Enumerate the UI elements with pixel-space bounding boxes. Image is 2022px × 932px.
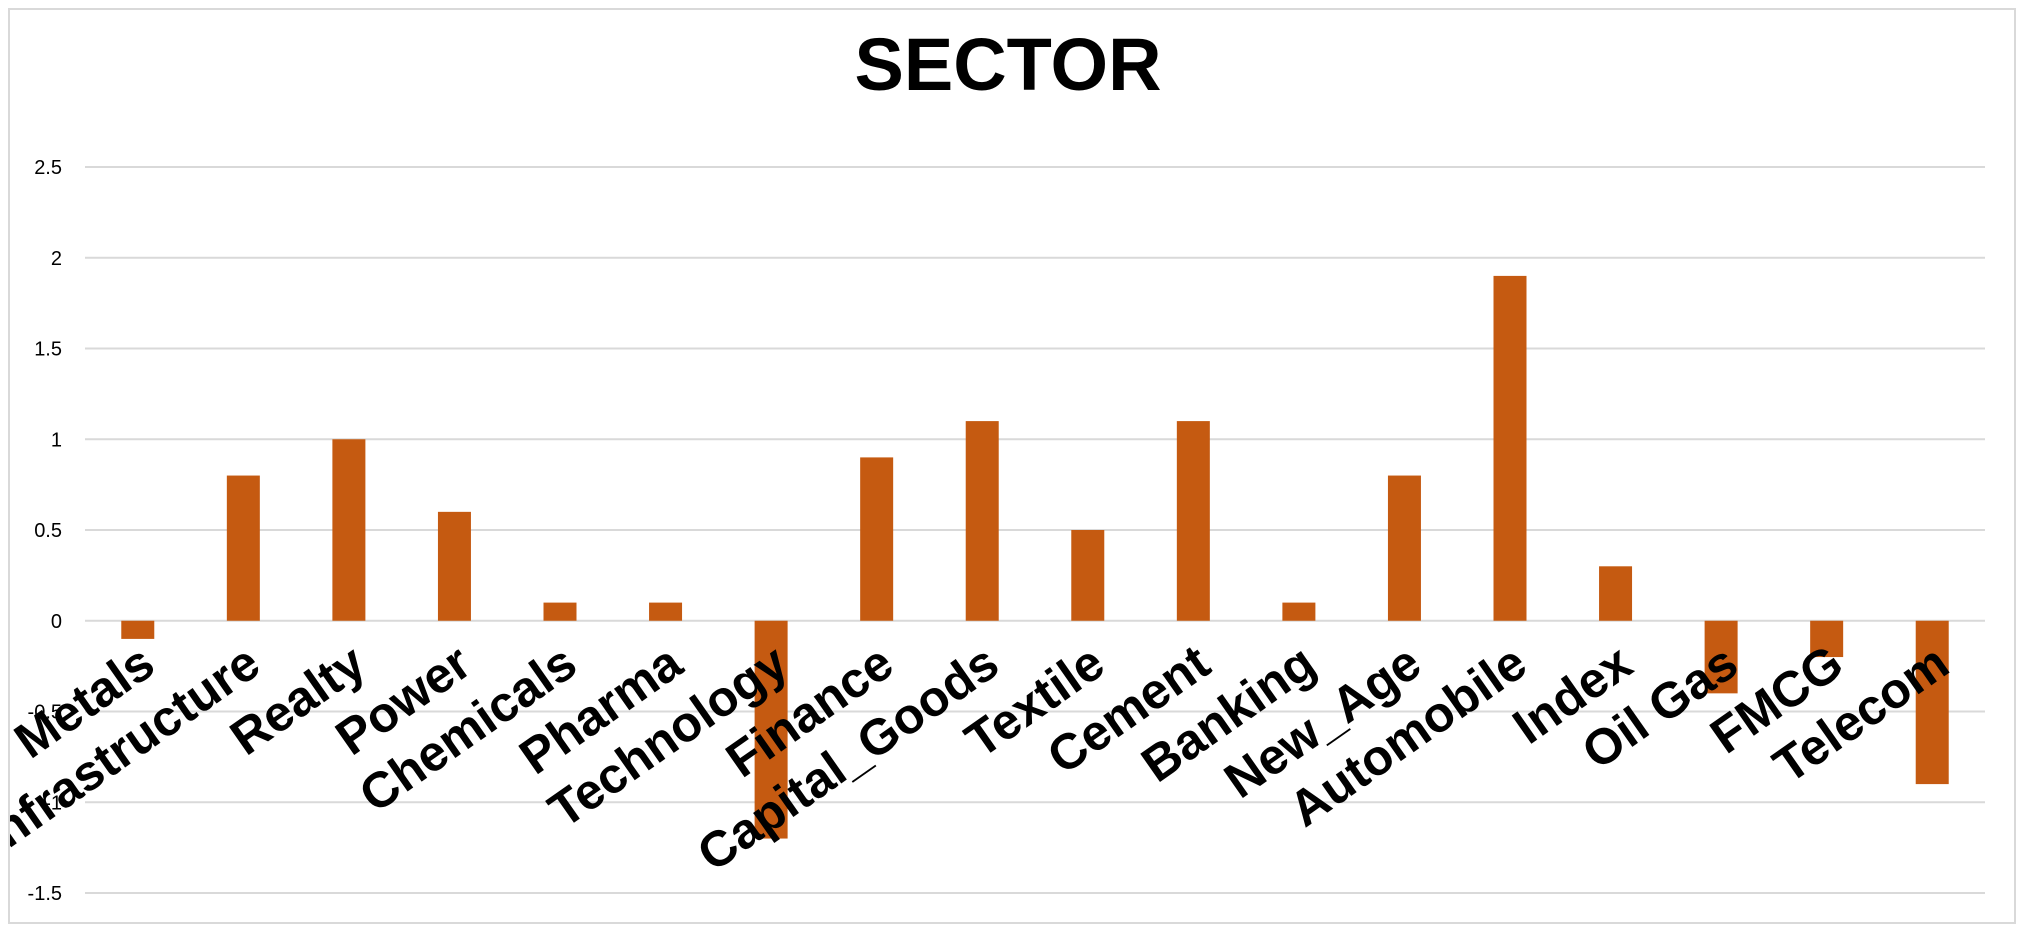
y-tick-label: 0.5 — [34, 520, 62, 542]
bar-technology — [754, 620, 788, 839]
y-tick-label: 1 — [51, 429, 62, 451]
y-tick-label: -1.5 — [28, 883, 62, 905]
bar-cement — [1176, 421, 1210, 621]
bar-pharma — [649, 602, 683, 621]
y-tick-label: -0.5 — [28, 702, 62, 724]
bar-telecom — [1915, 620, 1949, 785]
y-tick-label: 2 — [51, 248, 62, 270]
bar-chart: -1.5 -1 -0.5 0 0.5 1 1.5 2 2.5 MetalsInfrastruct… — [10, 23, 1985, 905]
bar-fmcg — [1810, 620, 1844, 658]
y-tick-label: 2.5 — [34, 157, 62, 179]
bar-power — [437, 511, 471, 621]
bar-realty — [332, 439, 366, 621]
bars — [121, 275, 1949, 839]
y-axis-ticks: -1.5 -1 -0.5 0 0.5 1 1.5 2 2.5 — [28, 157, 62, 905]
bar-finance — [860, 457, 894, 621]
bar-new-age — [1387, 475, 1421, 621]
bar-index — [1599, 566, 1633, 621]
bar-automobile — [1493, 275, 1527, 621]
bar-chemicals — [543, 602, 577, 621]
y-tick-label: -1 — [44, 792, 62, 814]
y-tick-label: 0 — [51, 611, 62, 633]
bar-capital-goods — [965, 421, 999, 621]
gridlines — [85, 166, 1985, 894]
chart-title: SECTOR — [854, 23, 1161, 106]
chart-frame: -1.5 -1 -0.5 0 0.5 1 1.5 2 2.5 Metals Infrastruct… — [8, 8, 2016, 924]
y-tick-label: 1.5 — [34, 339, 62, 361]
bar-oil-gas — [1704, 620, 1738, 694]
bar-infrastructure — [226, 475, 260, 621]
bar-metals — [121, 620, 155, 639]
bar-banking — [1282, 602, 1316, 621]
x-axis-ticks: MetalsInfrastructureRealtyPowerChemicals… — [10, 633, 1959, 882]
bar-textile — [1071, 530, 1105, 621]
